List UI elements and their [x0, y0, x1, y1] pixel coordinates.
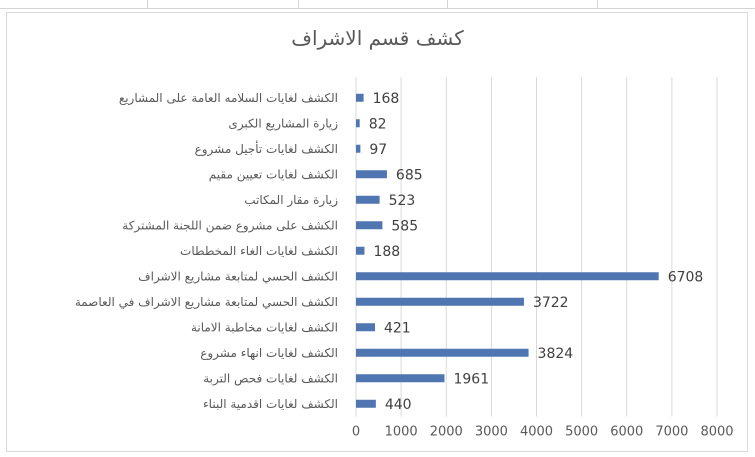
cell-gridline — [147, 0, 148, 8]
category-label: الكشف على مشروع ضمن اللجنة المشتركة — [122, 218, 338, 233]
data-label: 168 — [373, 91, 400, 107]
bar — [356, 93, 364, 102]
cell-gridline — [447, 0, 448, 8]
category-label: زيارة مقار المكاتب — [244, 193, 338, 208]
category-label: الكشف لغايات مخاطبة الامانة — [191, 320, 338, 334]
cell-gridline — [597, 0, 598, 8]
category-label: الكشف لغايات اقدمية البناء — [203, 397, 338, 411]
bar — [356, 170, 387, 179]
category-label: الكشف الحسي لمتابعة مشاريع الاشراف في ال… — [75, 295, 338, 310]
category-label: الكشف لغايات تأجيل مشروع — [195, 140, 338, 157]
bar — [356, 348, 529, 357]
x-tick-label: 7000 — [655, 425, 688, 440]
category-label: الكشف لغايات انهاء مشروع — [200, 346, 338, 361]
x-tick-label: 5000 — [565, 425, 598, 440]
data-label: 585 — [391, 218, 418, 234]
bar — [356, 297, 524, 306]
x-tick-label: 2000 — [430, 425, 463, 440]
category-label: الكشف لغايات فحص التربة — [203, 371, 338, 386]
bar — [356, 272, 659, 281]
x-tick-label: 6000 — [610, 425, 643, 440]
data-label: 1961 — [453, 371, 489, 387]
cell-gridline — [0, 8, 755, 9]
bar — [356, 374, 445, 383]
bar — [356, 323, 375, 332]
data-label: 440 — [385, 397, 412, 413]
bar — [356, 246, 365, 255]
category-label: الكشف الحسي لمتابعة مشاريع الاشراف — [138, 269, 338, 284]
bar — [356, 399, 376, 408]
bar — [356, 144, 361, 153]
data-label: 523 — [389, 193, 416, 209]
data-label: 421 — [384, 320, 411, 336]
data-label: 82 — [369, 116, 387, 132]
bar — [356, 119, 360, 128]
data-label: 3722 — [533, 295, 569, 311]
category-label: زيارة المشاريع الكبرى — [228, 116, 338, 131]
data-label: 97 — [369, 142, 387, 158]
category-label: الكشف لغايات السلامه العامة على المشاريع — [119, 91, 338, 106]
x-tick-label: 8000 — [700, 425, 733, 440]
x-tick-label: 3000 — [475, 425, 508, 440]
x-tick-label: 0 — [352, 425, 360, 440]
cell-gridline — [298, 0, 299, 8]
category-label: الكشف لغايات تعيين مقيم — [209, 167, 338, 182]
data-label: 685 — [396, 167, 423, 183]
x-tick-label: 4000 — [520, 425, 553, 440]
data-label: 6708 — [668, 269, 704, 285]
chart-title: كشف قسم الاشراف — [291, 26, 464, 50]
data-label: 3824 — [538, 346, 574, 362]
bar — [356, 195, 380, 204]
x-tick-label: 1000 — [385, 425, 418, 440]
bar — [356, 221, 383, 230]
category-label: الكشف لغايات الغاء المخططات — [180, 244, 338, 258]
data-label: 188 — [373, 244, 400, 260]
